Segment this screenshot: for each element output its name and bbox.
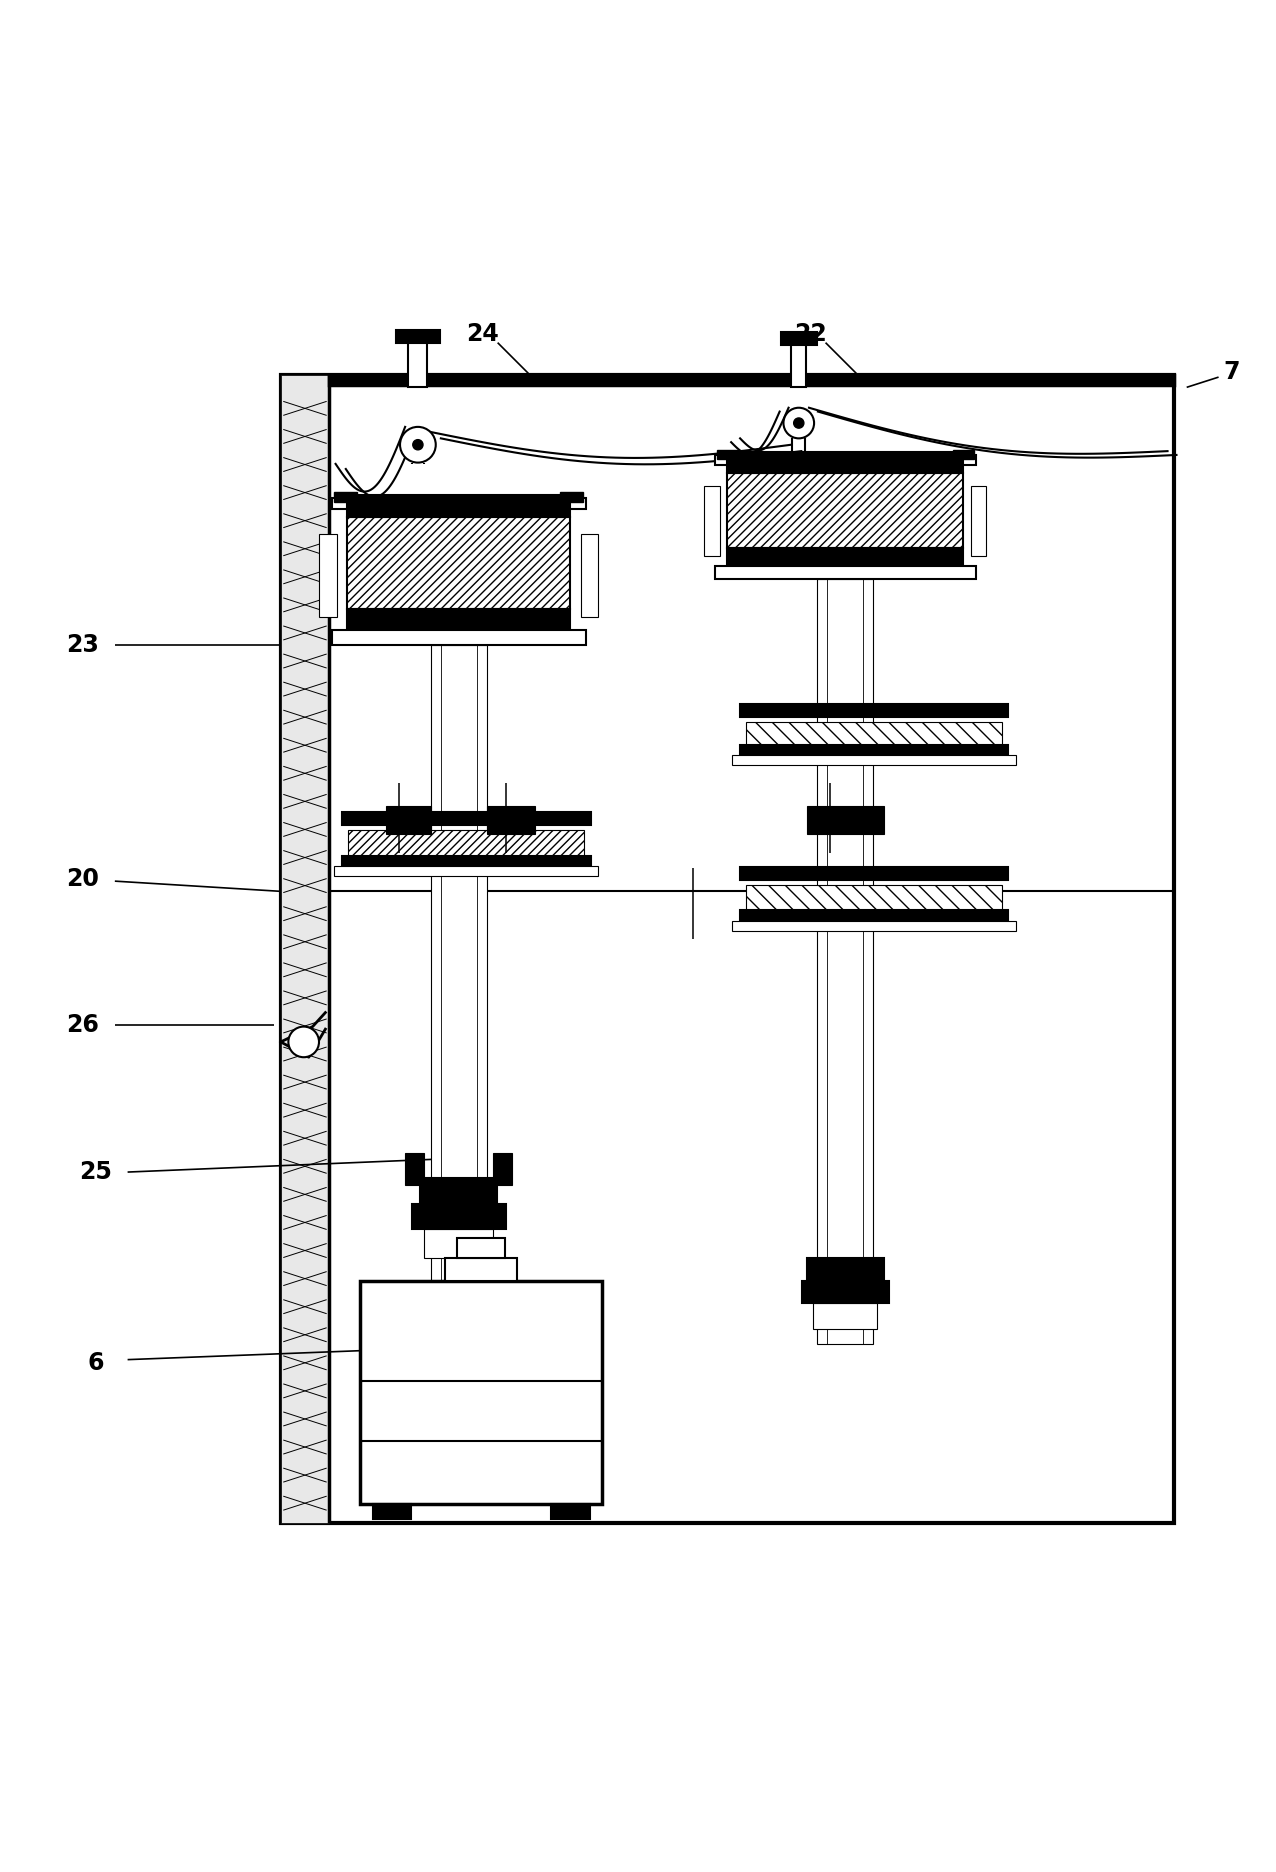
- Text: 26: 26: [66, 1013, 100, 1037]
- Bar: [347, 494, 570, 517]
- Bar: [281, 374, 1174, 1524]
- Bar: [971, 485, 986, 556]
- Bar: [740, 745, 1008, 758]
- Text: 22: 22: [794, 322, 827, 346]
- Bar: [424, 1230, 493, 1258]
- Bar: [342, 812, 591, 826]
- Bar: [281, 374, 329, 1524]
- Bar: [814, 1303, 878, 1329]
- Bar: [486, 805, 535, 833]
- Circle shape: [288, 1026, 319, 1058]
- Bar: [781, 333, 817, 344]
- Bar: [493, 1153, 513, 1185]
- Bar: [334, 492, 357, 502]
- Bar: [411, 1204, 505, 1230]
- Bar: [740, 910, 1008, 923]
- Text: 7: 7: [1224, 359, 1239, 384]
- Bar: [715, 455, 976, 464]
- Bar: [560, 492, 583, 502]
- Bar: [727, 548, 963, 565]
- Bar: [332, 498, 586, 509]
- Bar: [421, 1179, 498, 1204]
- Bar: [348, 829, 584, 861]
- Text: 24: 24: [466, 322, 499, 346]
- Bar: [373, 1503, 411, 1520]
- Bar: [385, 805, 431, 833]
- Bar: [746, 721, 1002, 749]
- Bar: [717, 449, 738, 459]
- Bar: [801, 1280, 888, 1303]
- Bar: [342, 856, 591, 869]
- Bar: [332, 629, 586, 646]
- Bar: [431, 646, 486, 1466]
- Bar: [347, 517, 570, 610]
- Bar: [806, 805, 883, 833]
- Bar: [334, 867, 598, 876]
- Bar: [732, 754, 1016, 766]
- Circle shape: [401, 427, 436, 462]
- Bar: [408, 337, 427, 388]
- Bar: [360, 1280, 602, 1503]
- Bar: [746, 885, 1002, 915]
- Bar: [740, 867, 1008, 880]
- Bar: [727, 453, 963, 474]
- Bar: [806, 1258, 883, 1280]
- Text: 23: 23: [66, 633, 100, 657]
- Bar: [406, 1153, 424, 1185]
- Circle shape: [794, 417, 804, 429]
- Bar: [817, 578, 873, 1344]
- Text: 6: 6: [88, 1352, 103, 1376]
- Bar: [727, 474, 963, 548]
- Text: 20: 20: [66, 867, 100, 891]
- Bar: [791, 339, 806, 388]
- Bar: [953, 449, 974, 459]
- Circle shape: [783, 408, 814, 438]
- Bar: [396, 329, 440, 343]
- Bar: [444, 1258, 518, 1280]
- Bar: [581, 534, 598, 618]
- Bar: [329, 374, 1174, 386]
- Text: 25: 25: [79, 1161, 112, 1185]
- Bar: [740, 704, 1008, 717]
- Bar: [551, 1503, 590, 1520]
- Bar: [457, 1239, 505, 1258]
- Bar: [732, 921, 1016, 930]
- Bar: [715, 565, 976, 578]
- Bar: [704, 485, 720, 556]
- Circle shape: [413, 440, 424, 449]
- Bar: [319, 534, 337, 618]
- Bar: [347, 610, 570, 629]
